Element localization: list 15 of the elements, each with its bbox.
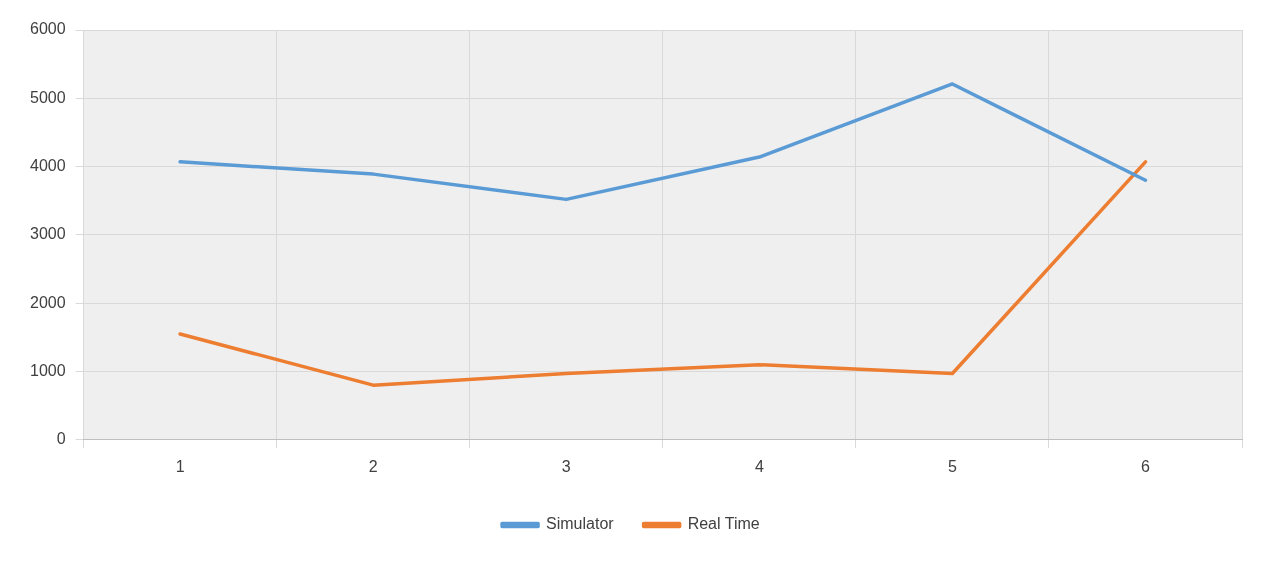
y-tick-label: 4000 [30, 157, 66, 175]
x-tick-label: 2 [368, 457, 378, 475]
legend-label: Simulator [546, 515, 615, 533]
y-tick-label: 5000 [30, 88, 66, 106]
x-tick-label: 3 [561, 457, 571, 475]
x-tick-label: 4 [754, 457, 764, 475]
legend-label: Real Time [687, 515, 760, 533]
y-tick-label: 2000 [30, 293, 66, 311]
y-tick-label: 1000 [30, 361, 66, 379]
y-tick-label: 3000 [30, 225, 66, 243]
x-tick-label: 1 [175, 457, 185, 475]
y-tick-label: 0 [56, 430, 66, 448]
y-tick-label: 6000 [30, 20, 66, 38]
x-tick-label: 5 [947, 457, 957, 475]
x-tick-label: 6 [1141, 457, 1151, 475]
